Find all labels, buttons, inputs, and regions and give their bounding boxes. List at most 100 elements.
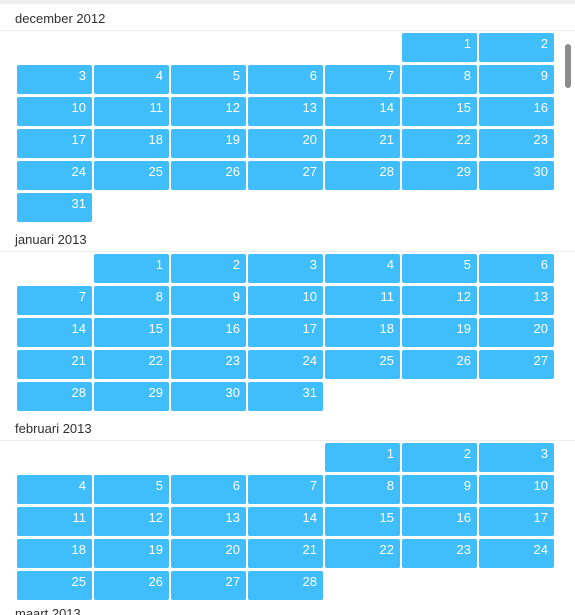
day-cell[interactable]: 7 bbox=[325, 65, 400, 94]
day-cell[interactable]: 3 bbox=[17, 65, 92, 94]
day-cell[interactable]: 22 bbox=[94, 350, 169, 379]
day-cell[interactable]: 13 bbox=[171, 507, 246, 536]
day-cell[interactable]: 19 bbox=[171, 129, 246, 158]
day-cell[interactable]: 31 bbox=[248, 382, 323, 411]
day-cell[interactable]: 2 bbox=[479, 33, 554, 62]
day-cell[interactable]: 20 bbox=[479, 318, 554, 347]
day-cell[interactable]: 23 bbox=[402, 539, 477, 568]
day-cell[interactable]: 17 bbox=[479, 507, 554, 536]
day-cell[interactable]: 11 bbox=[17, 507, 92, 536]
day-cell[interactable]: 4 bbox=[17, 475, 92, 504]
day-cell[interactable]: 13 bbox=[248, 97, 323, 126]
day-cell[interactable]: 27 bbox=[248, 161, 323, 190]
day-cell[interactable]: 17 bbox=[17, 129, 92, 158]
day-cell[interactable]: 2 bbox=[171, 254, 246, 283]
next-month-title: maart 2013 bbox=[15, 606, 81, 615]
month-title: februari 2013 bbox=[15, 421, 92, 436]
day-cell[interactable]: 11 bbox=[94, 97, 169, 126]
day-cell[interactable]: 10 bbox=[248, 286, 323, 315]
month-header: januari 2013 bbox=[0, 226, 575, 252]
month-title: januari 2013 bbox=[15, 232, 87, 247]
day-cell[interactable]: 9 bbox=[171, 286, 246, 315]
day-cell[interactable]: 22 bbox=[325, 539, 400, 568]
day-cell[interactable]: 14 bbox=[325, 97, 400, 126]
day-cell[interactable]: 20 bbox=[171, 539, 246, 568]
day-cell[interactable]: 7 bbox=[248, 475, 323, 504]
day-cell[interactable]: 21 bbox=[248, 539, 323, 568]
day-cell[interactable]: 5 bbox=[94, 475, 169, 504]
day-cell[interactable]: 2 bbox=[402, 443, 477, 472]
day-cell[interactable]: 1 bbox=[402, 33, 477, 62]
day-cell[interactable]: 6 bbox=[479, 254, 554, 283]
day-cell[interactable]: 6 bbox=[171, 475, 246, 504]
day-cell[interactable]: 11 bbox=[325, 286, 400, 315]
day-cell[interactable]: 5 bbox=[402, 254, 477, 283]
day-cell[interactable]: 17 bbox=[248, 318, 323, 347]
top-edge-bar bbox=[0, 0, 575, 4]
day-cell[interactable]: 16 bbox=[171, 318, 246, 347]
day-cell[interactable]: 15 bbox=[402, 97, 477, 126]
day-cell[interactable]: 19 bbox=[94, 539, 169, 568]
day-cell[interactable]: 14 bbox=[248, 507, 323, 536]
day-cell[interactable]: 7 bbox=[17, 286, 92, 315]
month-header: februari 2013 bbox=[0, 415, 575, 441]
day-cell[interactable]: 23 bbox=[171, 350, 246, 379]
day-cell[interactable]: 30 bbox=[479, 161, 554, 190]
day-cell[interactable]: 10 bbox=[17, 97, 92, 126]
day-cell[interactable]: 3 bbox=[479, 443, 554, 472]
day-cell[interactable]: 1 bbox=[94, 254, 169, 283]
month-title: december 2012 bbox=[15, 11, 106, 26]
day-cell[interactable]: 19 bbox=[402, 318, 477, 347]
day-cell[interactable]: 27 bbox=[171, 571, 246, 600]
day-cell[interactable]: 28 bbox=[17, 382, 92, 411]
day-cell[interactable]: 27 bbox=[479, 350, 554, 379]
day-cell[interactable]: 22 bbox=[402, 129, 477, 158]
day-cell[interactable]: 25 bbox=[94, 161, 169, 190]
day-cell[interactable]: 9 bbox=[402, 475, 477, 504]
day-cell[interactable]: 24 bbox=[479, 539, 554, 568]
day-cell[interactable]: 23 bbox=[479, 129, 554, 158]
day-cell[interactable]: 31 bbox=[17, 193, 92, 222]
day-cell[interactable]: 4 bbox=[94, 65, 169, 94]
day-cell[interactable]: 9 bbox=[479, 65, 554, 94]
day-cell[interactable]: 30 bbox=[171, 382, 246, 411]
day-cell[interactable]: 26 bbox=[171, 161, 246, 190]
day-cell[interactable]: 4 bbox=[325, 254, 400, 283]
day-cell[interactable]: 28 bbox=[325, 161, 400, 190]
day-cell[interactable]: 6 bbox=[248, 65, 323, 94]
day-cell[interactable]: 20 bbox=[248, 129, 323, 158]
day-cell[interactable]: 5 bbox=[171, 65, 246, 94]
day-cell[interactable]: 24 bbox=[248, 350, 323, 379]
day-cell[interactable]: 28 bbox=[248, 571, 323, 600]
month-header: december 2012 bbox=[0, 5, 575, 31]
day-cell[interactable]: 29 bbox=[402, 161, 477, 190]
day-cell[interactable]: 8 bbox=[402, 65, 477, 94]
day-cell[interactable]: 15 bbox=[94, 318, 169, 347]
day-cell[interactable]: 10 bbox=[479, 475, 554, 504]
day-cell[interactable]: 13 bbox=[479, 286, 554, 315]
day-cell[interactable]: 12 bbox=[94, 507, 169, 536]
day-cell[interactable]: 15 bbox=[325, 507, 400, 536]
day-cell[interactable]: 16 bbox=[402, 507, 477, 536]
day-cell[interactable]: 26 bbox=[402, 350, 477, 379]
day-cell[interactable]: 1 bbox=[325, 443, 400, 472]
day-cell[interactable]: 3 bbox=[248, 254, 323, 283]
day-cell[interactable]: 12 bbox=[402, 286, 477, 315]
day-cell[interactable]: 12 bbox=[171, 97, 246, 126]
day-cell[interactable]: 21 bbox=[325, 129, 400, 158]
day-cell[interactable]: 18 bbox=[325, 318, 400, 347]
day-cell[interactable]: 8 bbox=[325, 475, 400, 504]
day-cell[interactable]: 18 bbox=[94, 129, 169, 158]
day-cell[interactable]: 25 bbox=[17, 571, 92, 600]
vertical-scrollbar[interactable] bbox=[565, 44, 571, 88]
day-cell[interactable]: 18 bbox=[17, 539, 92, 568]
day-cell[interactable]: 21 bbox=[17, 350, 92, 379]
day-cell[interactable]: 25 bbox=[325, 350, 400, 379]
day-cell[interactable]: 29 bbox=[94, 382, 169, 411]
day-cell[interactable]: 8 bbox=[94, 286, 169, 315]
day-cell[interactable]: 14 bbox=[17, 318, 92, 347]
day-cell[interactable]: 16 bbox=[479, 97, 554, 126]
day-cell[interactable]: 24 bbox=[17, 161, 92, 190]
day-cell[interactable]: 26 bbox=[94, 571, 169, 600]
